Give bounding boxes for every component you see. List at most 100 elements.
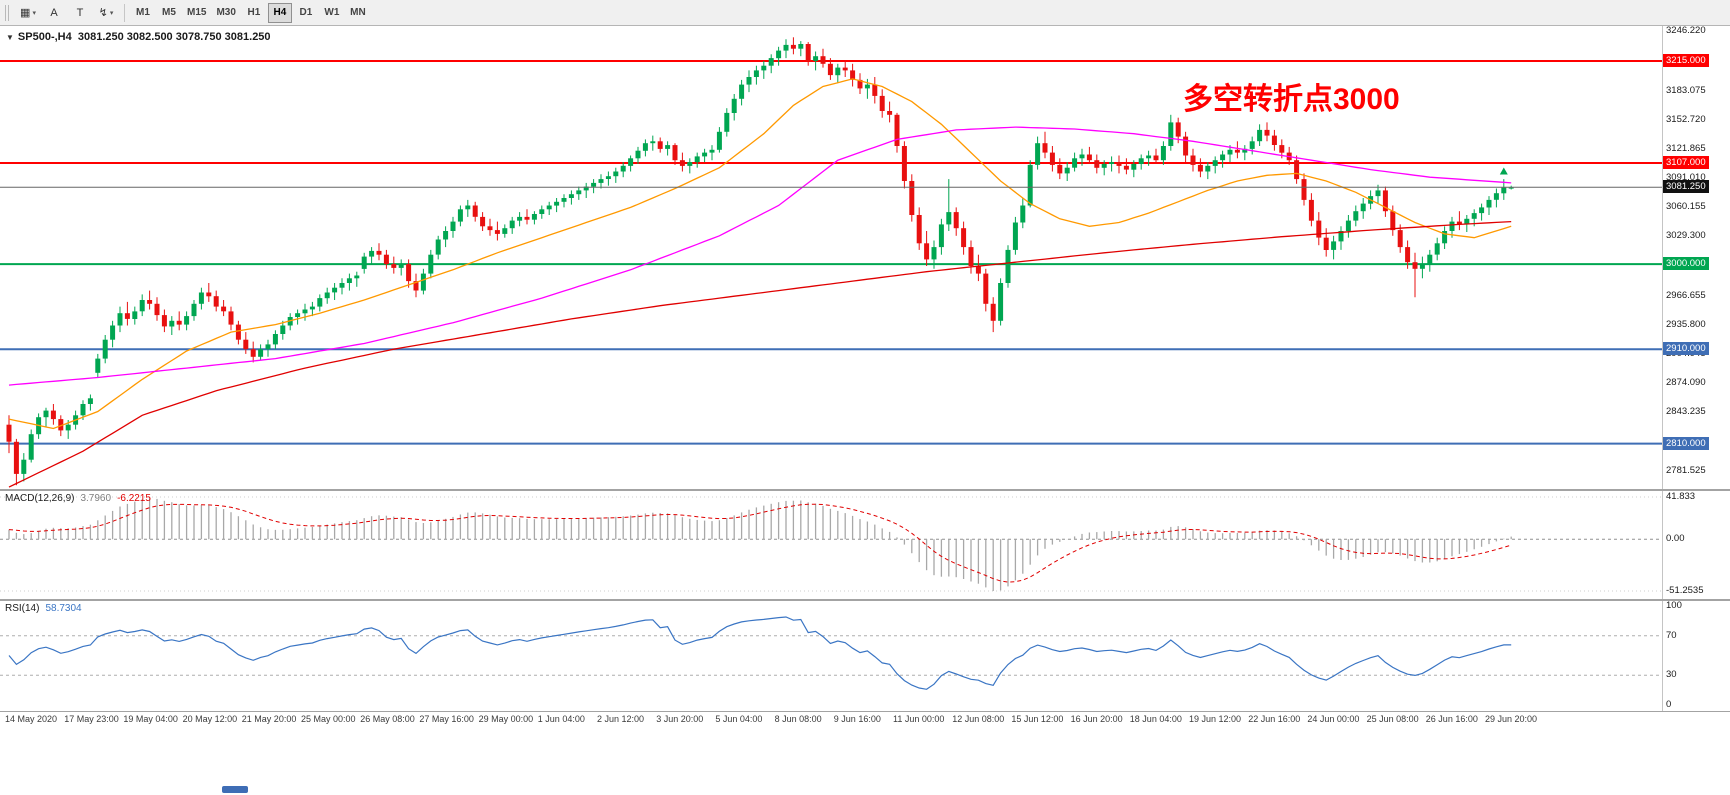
chart-window-tool[interactable]: ▦ ▾ <box>16 3 40 23</box>
price-axis-label: 2843.235 <box>1666 406 1706 418</box>
ma-fast-line <box>8 78 1512 430</box>
rsi-axis-label: 70 <box>1666 629 1677 641</box>
collapse-arrow-icon[interactable]: ▼ <box>6 33 14 42</box>
rsi-header: RSI(14) 58.7304 <box>5 603 82 614</box>
price-axis[interactable]: 3246.220 3183.075 3152.720 3121.865 3091.010… <box>1663 0 1730 795</box>
date-axis-label: 5 Jun 04:00 <box>715 714 763 724</box>
price-level-badge: 3215.000 <box>1663 53 1709 67</box>
date-axis-label: 25 May 00:00 <box>301 714 356 724</box>
date-axis-label: 27 May 16:00 <box>419 714 474 724</box>
macd-label: MACD(12,26,9) <box>5 493 75 504</box>
date-axis-label: 12 Jun 08:00 <box>952 714 1005 724</box>
ma-slow-line <box>8 220 1512 488</box>
date-axis-label: 14 May 2020 <box>5 714 58 724</box>
ma-mid-line <box>8 126 1512 386</box>
dropdown-caret-icon: ▾ <box>109 9 114 17</box>
price-axis-label: 3060.155 <box>1666 201 1706 213</box>
price-axis-label: 3091.010 <box>1666 172 1706 184</box>
date-axis-label: 1 Jun 04:00 <box>537 714 585 724</box>
date-axis-label: 26 May 08:00 <box>360 714 415 724</box>
date-axis-label: 19 Jun 12:00 <box>1189 714 1242 724</box>
macd-histogram <box>8 498 1512 591</box>
date-axis-label: 24 Jun 00:00 <box>1307 714 1360 724</box>
price-axis-label: 3183.075 <box>1666 85 1706 97</box>
line-studies-tool[interactable]: ↯ ▾ <box>94 3 118 23</box>
price-level-badge: 3107.000 <box>1663 156 1709 169</box>
timeframe-m1[interactable]: M1 <box>131 3 155 23</box>
time-axis[interactable]: 14 May 2020 17 May 23:00 19 May 04:00 20 Ma… <box>0 712 1662 728</box>
date-axis-label: 18 Jun 04:00 <box>1129 714 1182 724</box>
rsi-axis-label: 100 <box>1666 600 1682 611</box>
macd-signal-value: -6.2215 <box>117 493 151 504</box>
date-axis-label: 25 Jun 08:00 <box>1366 714 1419 724</box>
timeframe-h4[interactable]: H4 <box>267 2 292 23</box>
timeframe-m30[interactable]: M30 <box>212 3 239 23</box>
timeframe-m15[interactable]: M15 <box>183 3 210 23</box>
chart-annotation-text: 多空转折点3000 <box>1183 83 1400 116</box>
price-axis-label: 2935.800 <box>1666 318 1706 330</box>
date-axis-label: 19 May 04:00 <box>123 714 178 724</box>
toolbar: ▦ ▾ A T ↯ ▾ M1 M5 M15 M30 H1 H4 D1 W1 MN <box>0 0 1730 26</box>
price-axis-label: 3152.720 <box>1666 113 1706 125</box>
dropdown-caret-icon: ▾ <box>32 9 36 17</box>
ohlc-values: 3081.250 3082.500 3078.750 3081.250 <box>77 31 271 43</box>
timeframe-d1[interactable]: D1 <box>294 3 318 23</box>
current-price-badge: 3081.250 <box>1663 180 1709 194</box>
macd-panel-canvas[interactable] <box>0 491 1662 599</box>
date-axis-label: 15 Jun 12:00 <box>1011 714 1064 724</box>
price-level-badge: 3000.000 <box>1663 257 1709 271</box>
trade-arrow-icon <box>1499 167 1508 175</box>
candlestick-series <box>6 37 1514 486</box>
toolbar-separator <box>124 3 125 22</box>
macd-axis-label: 41.833 <box>1666 491 1696 502</box>
price-axis-label: 3246.220 <box>1666 25 1706 37</box>
macd-axis-label: 0.00 <box>1666 533 1685 545</box>
toolbar-tools: ▦ ▾ A T ↯ ▾ <box>15 3 119 23</box>
date-axis-label: 2 Jun 12:00 <box>597 714 645 724</box>
timeframe-mn[interactable]: MN <box>346 3 370 23</box>
time-axis-border <box>0 711 1730 712</box>
date-axis-label: 17 May 23:00 <box>64 714 119 724</box>
rsi-label: RSI(14) <box>5 603 40 614</box>
rsi-axis-label: 30 <box>1666 669 1677 681</box>
macd-signal-line <box>8 503 1512 583</box>
rsi-axis-label: 0 <box>1666 699 1672 710</box>
price-chart-canvas[interactable] <box>0 26 1662 489</box>
price-axis-label: 3121.865 <box>1666 142 1706 154</box>
h-scrollbar-thumb[interactable] <box>222 786 248 793</box>
timeframe-h1[interactable]: H1 <box>242 3 266 23</box>
price-level-badge: 2910.000 <box>1663 342 1709 356</box>
date-axis-label: 29 Jun 20:00 <box>1485 714 1538 724</box>
rsi-panel-canvas[interactable] <box>0 601 1662 711</box>
template-tool[interactable]: T <box>68 3 92 23</box>
panel-splitter-macd[interactable] <box>0 489 1730 491</box>
price-axis-label: 3029.300 <box>1666 230 1706 242</box>
date-axis-label: 26 Jun 16:00 <box>1425 714 1478 724</box>
timeframe-m5[interactable]: M5 <box>157 3 181 23</box>
date-axis-label: 8 Jun 08:00 <box>774 714 822 724</box>
date-axis-label: 20 May 12:00 <box>182 714 238 724</box>
price-axis-label: 2966.655 <box>1666 289 1706 301</box>
date-axis-label: 29 May 00:00 <box>478 714 534 724</box>
price-axis-label: 2781.525 <box>1666 464 1706 476</box>
date-axis-label: 22 Jun 16:00 <box>1248 714 1301 724</box>
price-axis-label: 2874.090 <box>1666 377 1706 389</box>
symbol-timeframe-label: SP500-,H4 <box>17 31 72 43</box>
rsi-line <box>8 616 1512 690</box>
text-annotation-tool[interactable]: A <box>42 3 66 23</box>
price-axis-border <box>1662 26 1663 712</box>
date-axis-label: 11 Jun 00:00 <box>893 714 945 724</box>
macd-header: MACD(12,26,9) 3.7960 -6.2215 <box>5 493 151 504</box>
chart-header: ▼ SP500-,H4 3081.250 3082.500 3078.750 30… <box>6 31 271 43</box>
rsi-value: 58.7304 <box>45 603 82 614</box>
macd-main-value: 3.7960 <box>80 493 112 504</box>
timeframe-buttons: M1 M5 M15 M30 H1 H4 D1 W1 MN <box>130 2 371 23</box>
date-axis-label: 21 May 20:00 <box>241 714 297 724</box>
toolbar-grip[interactable] <box>5 4 10 21</box>
date-axis-label: 3 Jun 20:00 <box>656 714 704 724</box>
timeframe-w1[interactable]: W1 <box>320 3 344 23</box>
panel-splitter-rsi[interactable] <box>0 599 1730 601</box>
date-axis-label: 9 Jun 16:00 <box>833 714 881 724</box>
price-level-badge: 2810.000 <box>1663 436 1709 450</box>
date-axis-label: 16 Jun 20:00 <box>1070 714 1123 724</box>
